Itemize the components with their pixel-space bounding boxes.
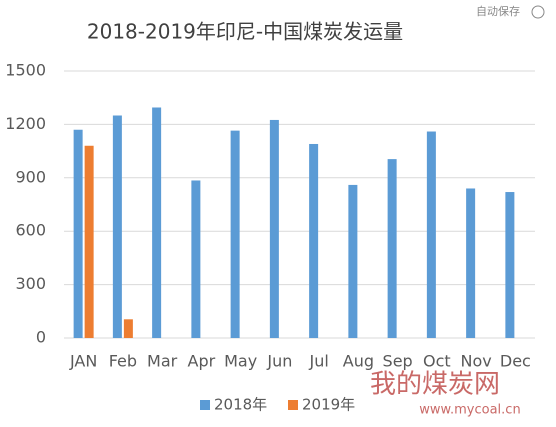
x-tick-label: Apr — [188, 352, 216, 371]
bar — [466, 188, 476, 338]
x-tick-label: Mar — [147, 352, 178, 371]
y-tick-label: 900 — [15, 167, 46, 186]
x-tick-label: JAN — [69, 352, 97, 371]
y-tick-label: 300 — [15, 274, 46, 293]
y-tick-label: 1200 — [5, 114, 46, 133]
x-tick-label: Jul — [308, 352, 328, 371]
bar — [387, 159, 397, 338]
bar — [269, 119, 279, 338]
bar — [152, 107, 162, 339]
bar — [348, 184, 358, 338]
autosave-icon — [531, 5, 545, 19]
x-tick-label: Feb — [109, 352, 137, 371]
x-tick-label: Dec — [500, 352, 531, 371]
bar — [84, 145, 94, 338]
bar — [73, 129, 83, 338]
y-tick-label: 0 — [36, 328, 46, 347]
y-tick-label: 600 — [15, 221, 46, 240]
watermark-url: www.mycoal.cn — [419, 403, 520, 418]
x-tick-label: May — [224, 352, 257, 371]
x-tick-label: Aug — [343, 352, 374, 371]
chart-title: 2018-2019年印尼-中国煤炭发运量 — [87, 20, 403, 44]
legend-swatch — [200, 400, 210, 410]
legend-label: 2019年 — [302, 396, 355, 414]
bar — [191, 180, 201, 338]
bar — [230, 130, 240, 338]
legend-label: 2018年 — [214, 396, 267, 414]
bar — [309, 143, 319, 338]
bar — [505, 192, 515, 338]
x-tick-label: Nov — [461, 352, 492, 371]
bar — [112, 115, 122, 338]
y-tick-label: 1500 — [5, 61, 46, 80]
bar — [123, 319, 133, 338]
legend-swatch — [288, 400, 298, 410]
x-tick-label: Oct — [423, 352, 451, 371]
x-tick-label: Sep — [383, 352, 413, 371]
x-tick-label: Jun — [266, 352, 292, 371]
bar — [426, 131, 436, 338]
watermark-name: 我的煤炭网 — [370, 370, 500, 400]
autosave-label: 自动保存 — [476, 4, 520, 18]
